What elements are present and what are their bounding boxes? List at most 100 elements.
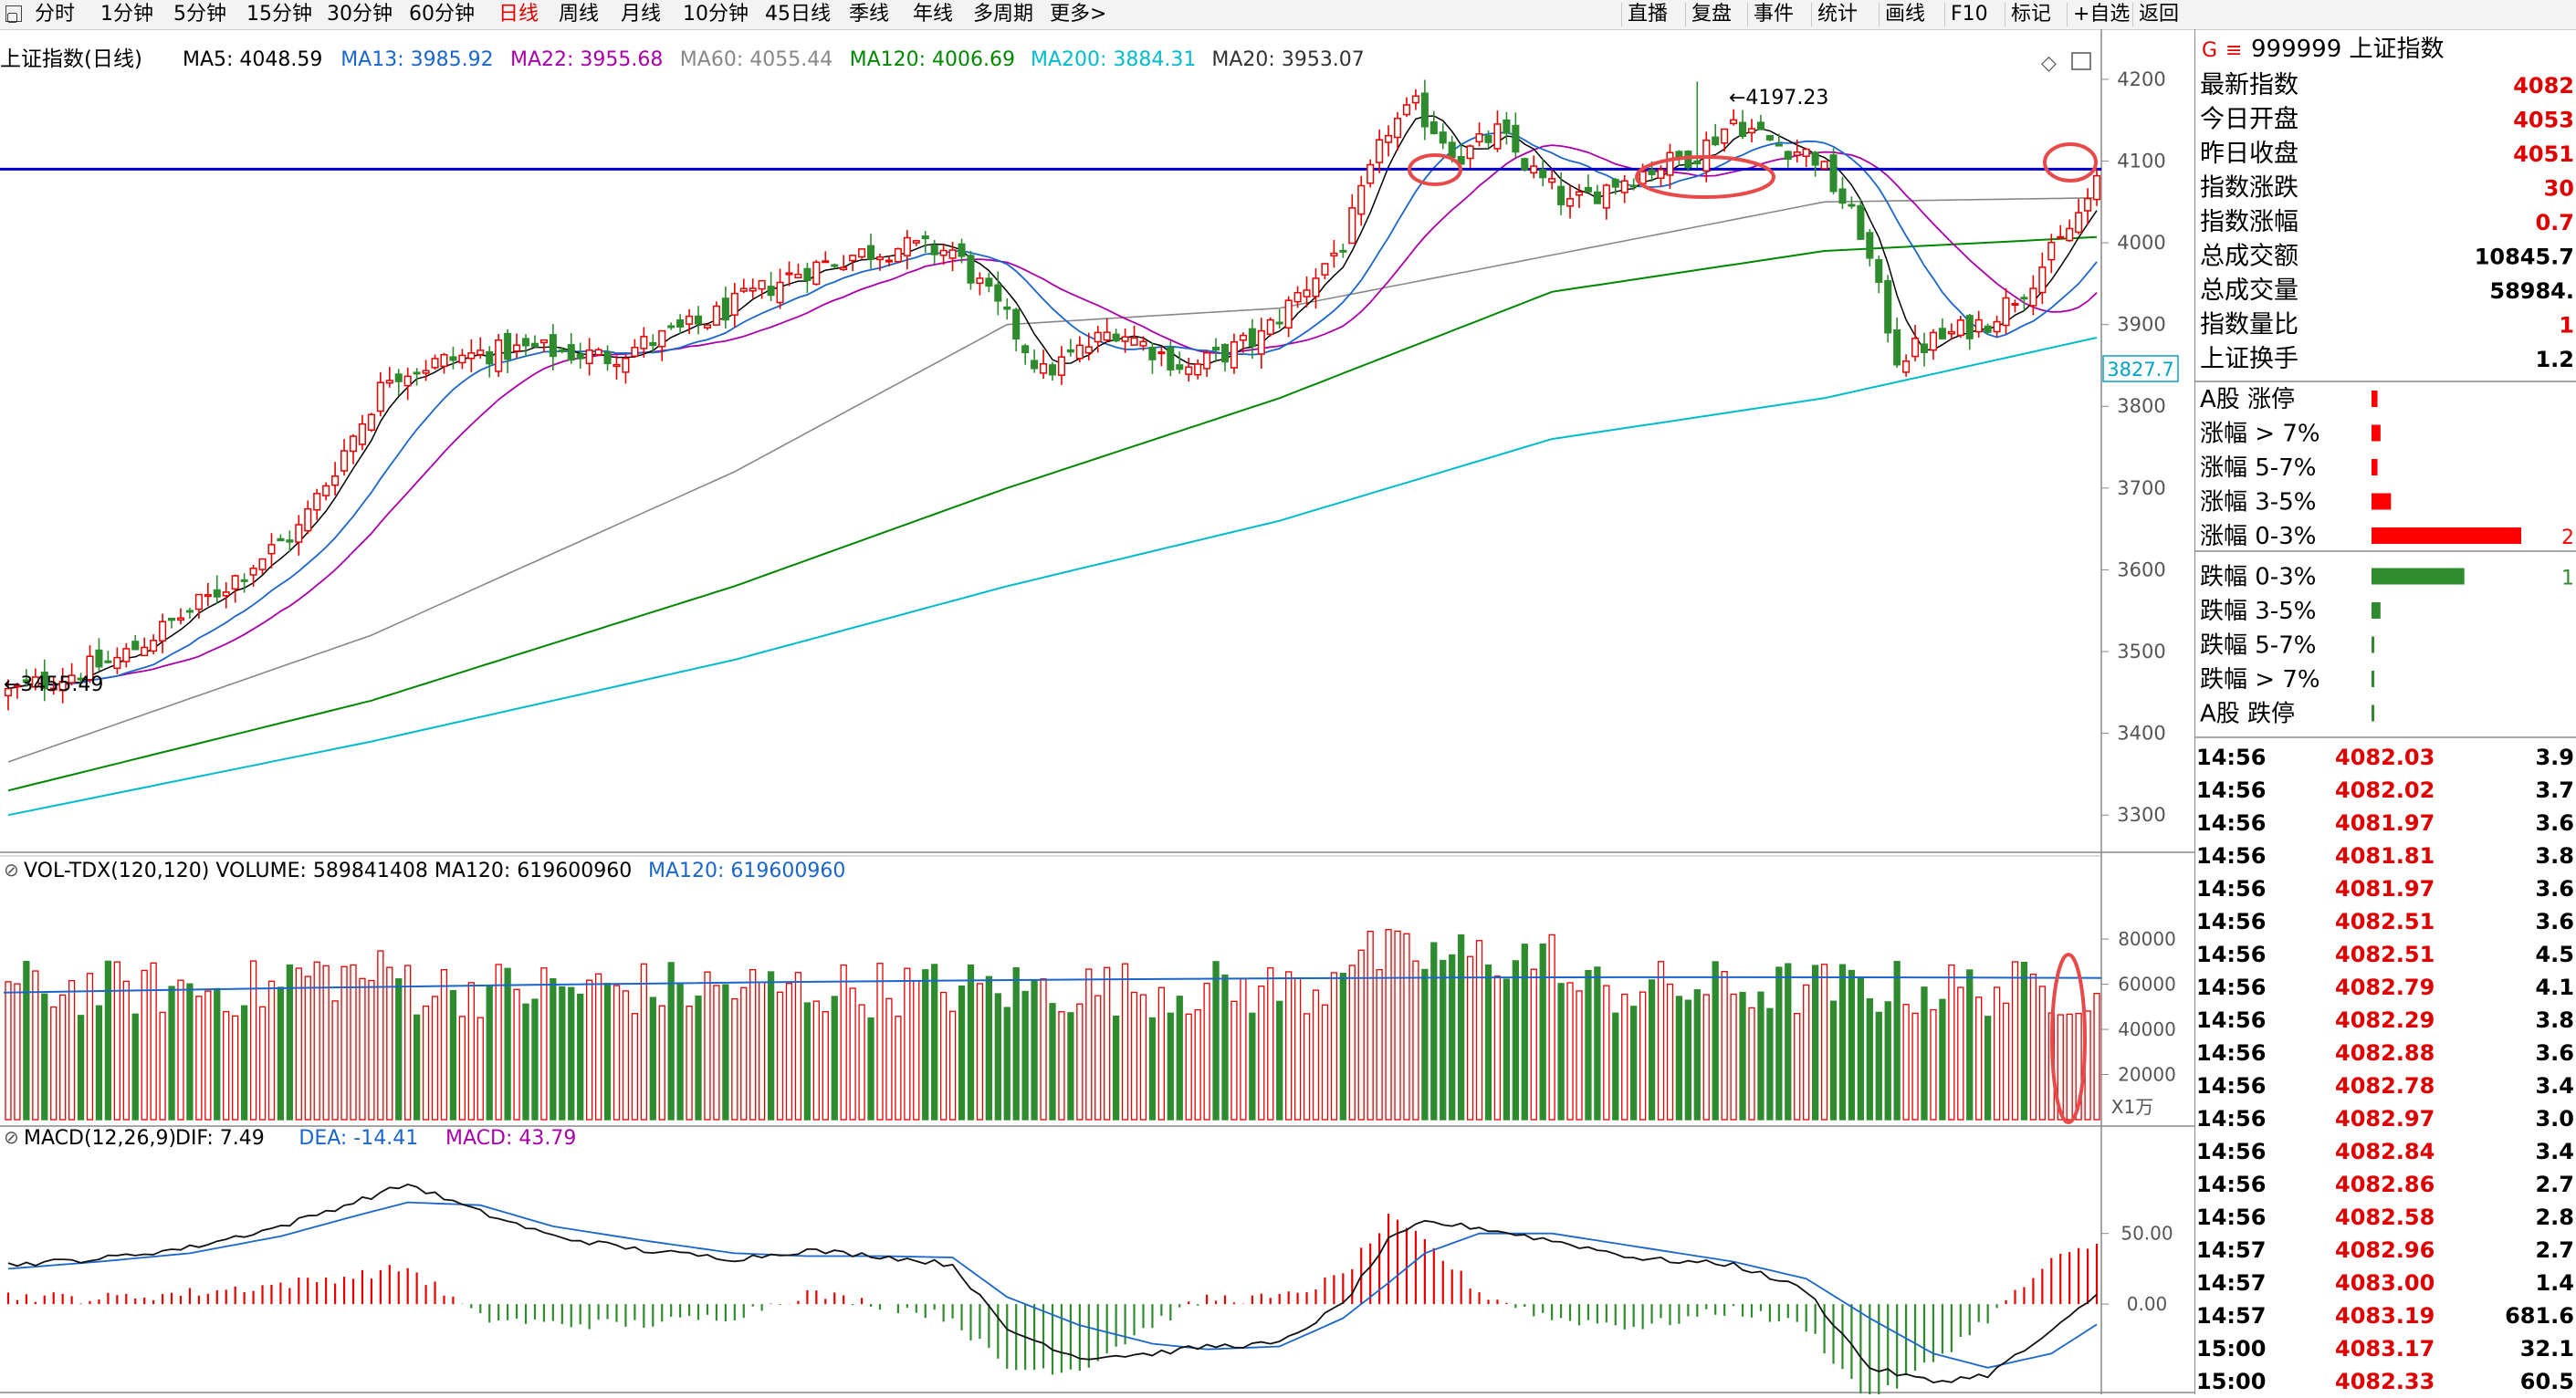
toolbar-button-3[interactable]: 统计 [1811,3,1863,26]
quote-field-label: 指数涨跌 [2200,174,2299,203]
candle-body [1348,207,1356,245]
period-tab-12[interactable]: 年线 [913,3,954,26]
dist-label: 涨幅 3-5% [2200,489,2316,516]
candle-body [1521,158,1529,171]
volume-bar [2002,1002,2010,1121]
tick-price: 4083.00 [2335,1270,2435,1296]
volume-bar [1276,1000,1283,1121]
candle-body [1893,329,1901,366]
period-tab-4[interactable]: 30分钟 [327,3,393,26]
volume-bar [1957,986,1964,1121]
candle-body [539,339,548,344]
candle-body [367,413,375,432]
candle-body [867,245,875,260]
volume-bar [1921,986,1928,1121]
volume-bar [1185,1013,1192,1121]
period-tab-1[interactable]: 1分钟 [100,3,153,26]
tick-time: 14:56 [2196,1205,2266,1230]
diamond-icon: ◇ [2041,52,2057,75]
volume-bar [939,991,948,1121]
toolbar-button-5[interactable]: F10 [1944,3,1994,26]
candle-body [558,349,566,352]
candle-body [1947,330,1955,335]
window-icon[interactable] [2071,52,2091,70]
toolbar-button-6[interactable]: 标记 [2005,3,2057,26]
candle-body [1811,151,1819,166]
period-tab-2[interactable]: 5分钟 [173,3,226,26]
candle-body [1756,121,1764,130]
candle-body [394,373,403,382]
candle-body [1194,363,1202,376]
candle-body [549,334,557,358]
toolbar-button-1[interactable]: 复盘 [1685,3,1737,26]
period-tab-8[interactable]: 月线 [621,3,662,26]
candle-body [1848,203,1856,207]
period-tab-0[interactable]: 分时 [35,3,76,26]
volume-bar [759,981,766,1121]
dist-bar [2372,602,2381,619]
quote-field-label: 昨日收盘 [2200,140,2299,168]
candle-body [1176,364,1184,370]
candle-body [1712,136,1720,146]
toolbar-button-0[interactable]: 直播 [1621,3,1673,26]
candle-body [1048,364,1057,376]
volume-bar [1303,1013,1311,1121]
candle-body [1357,184,1366,215]
period-tab-7[interactable]: 周线 [559,3,600,26]
volume-bar [1866,997,1873,1121]
candle-body [122,648,131,662]
candle-body [131,641,140,651]
volume-bar [1357,949,1365,1121]
toolbar-button-2[interactable]: 事件 [1747,3,1799,26]
candle-body [958,243,966,257]
volume-bar [1403,933,1410,1121]
volume-bar [104,960,112,1121]
candle-body [1293,291,1302,303]
toolbar-button-7[interactable]: +自选 [2067,3,2135,26]
dist-bar [2372,704,2374,722]
quote-field-value: 1 [2559,313,2574,339]
candle-body [1593,191,1601,204]
candle-body [585,350,593,365]
candle-body [1021,345,1030,354]
candle-body [785,272,793,276]
volume-bar [1948,964,1955,1121]
toolbar-button-4[interactable]: 画线 [1879,3,1931,26]
period-tab-6[interactable]: 日线 [498,3,539,26]
period-tab-13[interactable]: 多周期 [973,3,1034,26]
volume-bar [1484,964,1492,1121]
macd-tick-label: 0.00 [2127,1293,2168,1315]
dea-line [7,1201,2098,1369]
candle-body [1220,344,1230,363]
y-tick-label: 3800 [2117,395,2165,417]
tick-time: 14:56 [2196,1007,2266,1033]
candle-body [1103,331,1111,341]
period-tab-9[interactable]: 10分钟 [683,3,749,26]
macd-title: MACD(12,26,9) [24,1127,176,1150]
y-tick-label: 3500 [2117,641,2165,662]
candle-body [31,676,39,688]
candle-body [803,267,812,281]
volume-bar [1130,991,1138,1121]
collapse-icon[interactable]: ▢ [5,5,22,25]
volume-bar [1838,964,1847,1121]
candle-body [1793,151,1801,156]
period-tab-14[interactable]: 更多> [1050,3,1107,26]
toolbar-button-8[interactable]: 返回 [2132,3,2184,26]
candle-body [95,649,103,668]
volume-bar [586,979,593,1121]
volume-bar [540,967,548,1121]
period-tab-3[interactable]: 15分钟 [246,3,312,26]
candle-body [831,264,839,267]
period-tab-5[interactable]: 60分钟 [409,3,475,26]
macd-legend-1: DEA: -14.41 [298,1127,418,1150]
candle-body [1993,320,2001,333]
volume-bar [895,1016,902,1121]
period-tab-10[interactable]: 45日线 [765,3,831,26]
candle-body [521,338,530,347]
tick-price: 4081.81 [2335,843,2435,869]
vol-ma-label: MA120: 619600960 [648,860,845,882]
candle-body [1248,328,1256,348]
period-tab-11[interactable]: 季线 [849,3,890,26]
candle-body [385,380,393,384]
